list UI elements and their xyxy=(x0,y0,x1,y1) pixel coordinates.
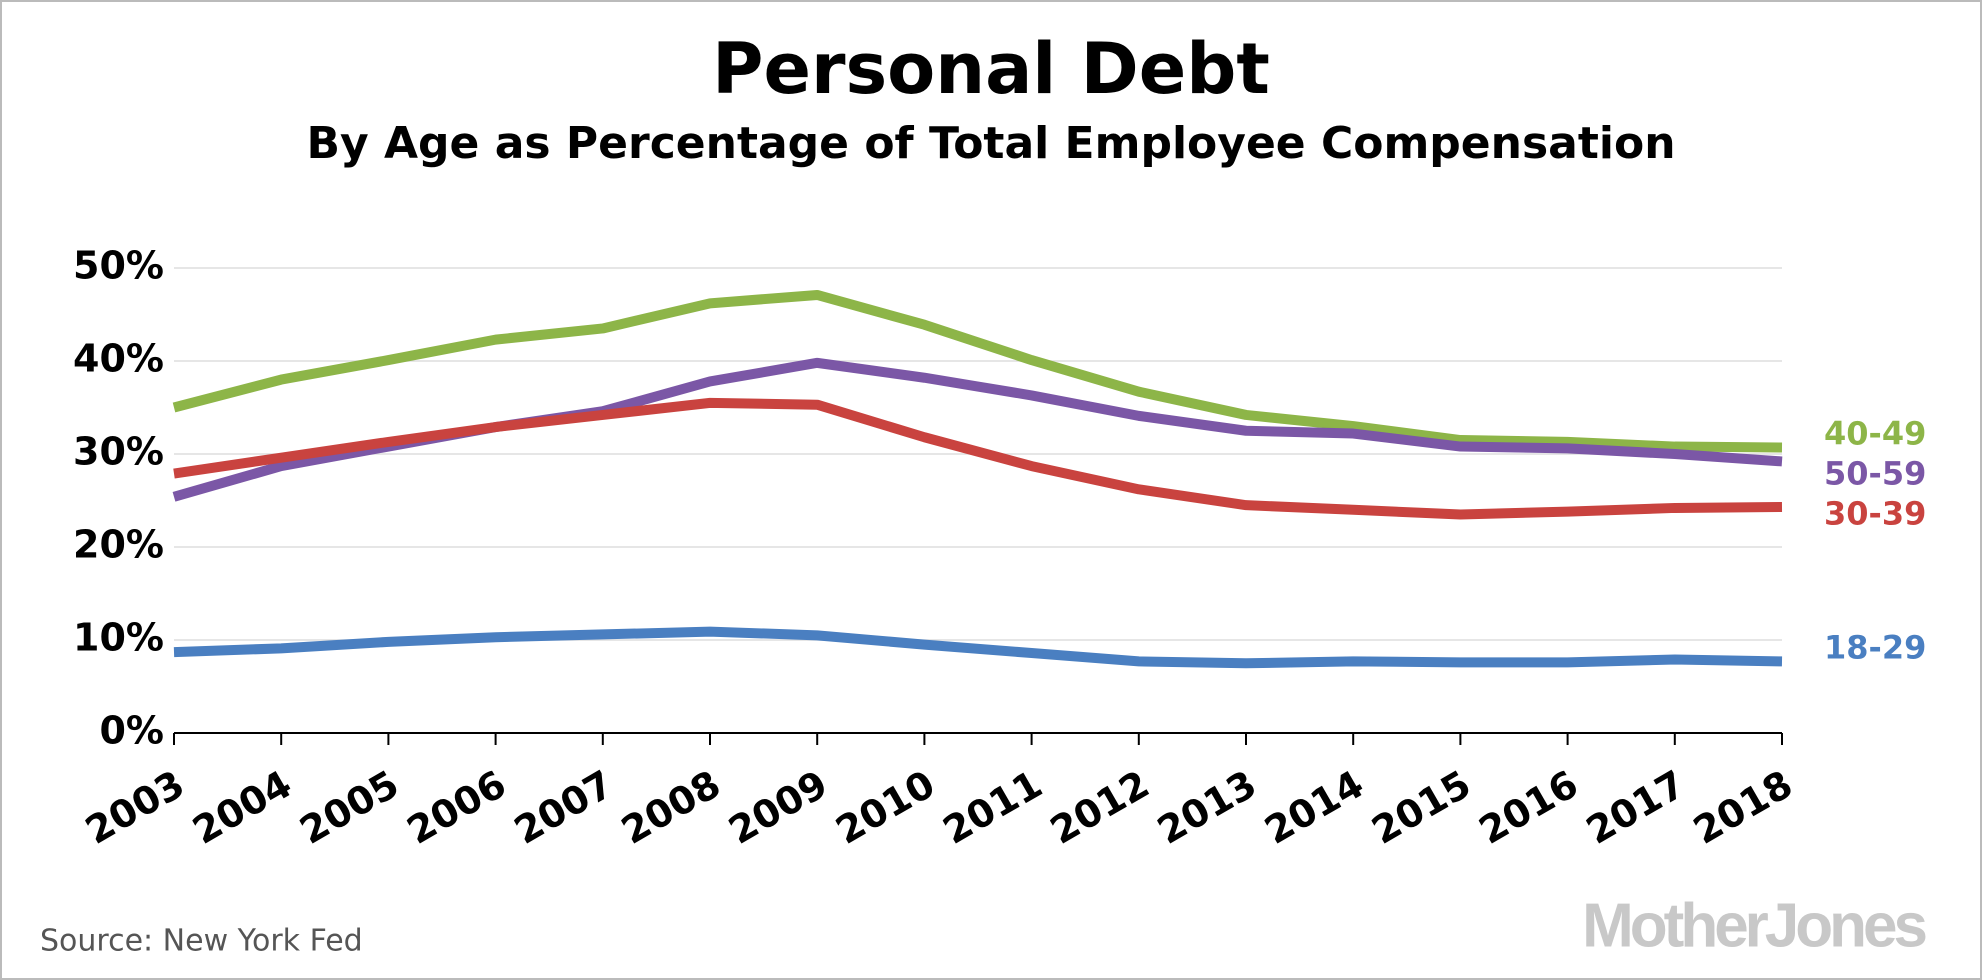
legend-label: 40-49 xyxy=(1824,414,1926,452)
legend-label: 30-39 xyxy=(1824,494,1926,532)
series-line xyxy=(172,289,1783,453)
y-tick-label: 20% xyxy=(73,523,164,567)
y-tick-label: 40% xyxy=(73,337,164,381)
legend-label: 18-29 xyxy=(1824,628,1926,666)
chart-title: Personal Debt xyxy=(712,28,1270,110)
series-line xyxy=(173,397,1783,520)
y-tick-label: 30% xyxy=(73,430,164,474)
source: Source: New York Fed xyxy=(40,924,363,959)
chart-subtitle: By Age as Percentage of Total Employee C… xyxy=(306,118,1675,169)
legend-label: 50-59 xyxy=(1824,454,1926,492)
y-tick-label: 50% xyxy=(73,244,164,288)
y-tick-label: 0% xyxy=(99,709,164,753)
brand-logo: MotherJones xyxy=(1582,891,1925,960)
series-line xyxy=(173,626,1783,669)
y-tick-label: 10% xyxy=(73,616,164,660)
